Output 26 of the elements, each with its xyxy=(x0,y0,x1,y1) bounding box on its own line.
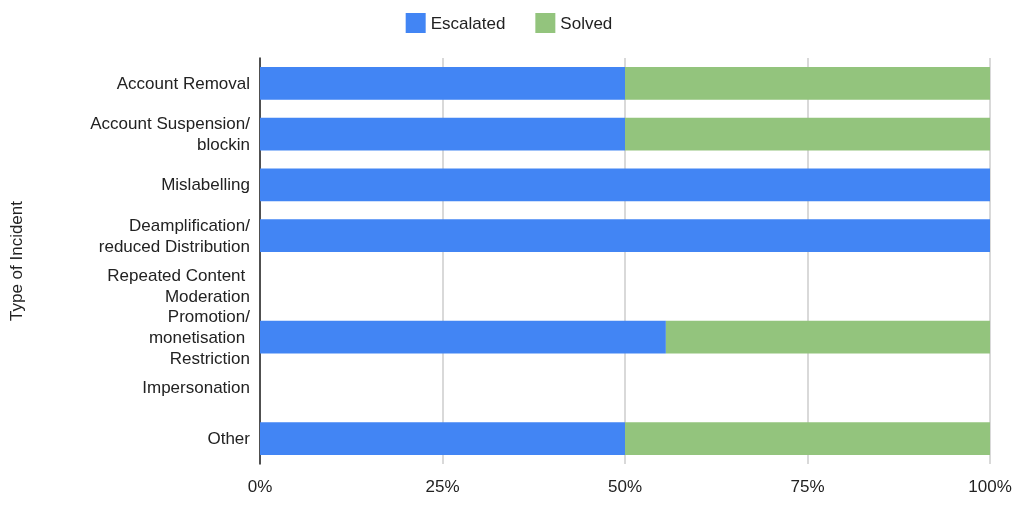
x-tick-label: 100% xyxy=(968,477,1012,496)
y-tick-label: Other xyxy=(207,429,251,449)
x-tick-label: 0% xyxy=(247,477,273,496)
bar xyxy=(260,168,990,202)
bar xyxy=(260,117,625,151)
bar xyxy=(665,320,990,354)
bar xyxy=(625,66,990,100)
bar xyxy=(625,422,990,456)
y-tick-label: Mislabelling xyxy=(161,175,250,195)
bar xyxy=(260,66,625,100)
x-tick-label: 25% xyxy=(425,477,460,496)
y-axis-title: Type of Incident xyxy=(7,200,26,322)
x-tick-label: 50% xyxy=(607,477,643,496)
y-tick-label: Deamplification/reduced Distribution xyxy=(98,215,251,256)
y-tick-label: Impersonation xyxy=(142,378,250,398)
y-tick-label: Repeated Content Moderation xyxy=(107,266,250,307)
legend-label: Solved xyxy=(560,13,613,33)
x-tick-label: 75% xyxy=(790,477,825,496)
y-tick-label: Account Suspension/blockin xyxy=(90,114,251,155)
legend-label: Escalated xyxy=(430,13,506,33)
bar xyxy=(260,219,990,253)
bar xyxy=(260,422,625,456)
bar xyxy=(260,320,666,354)
y-tick-label: Promotion/monetisation Restriction xyxy=(148,306,251,368)
bar xyxy=(625,117,990,151)
y-tick-label: Account Removal xyxy=(116,73,250,93)
